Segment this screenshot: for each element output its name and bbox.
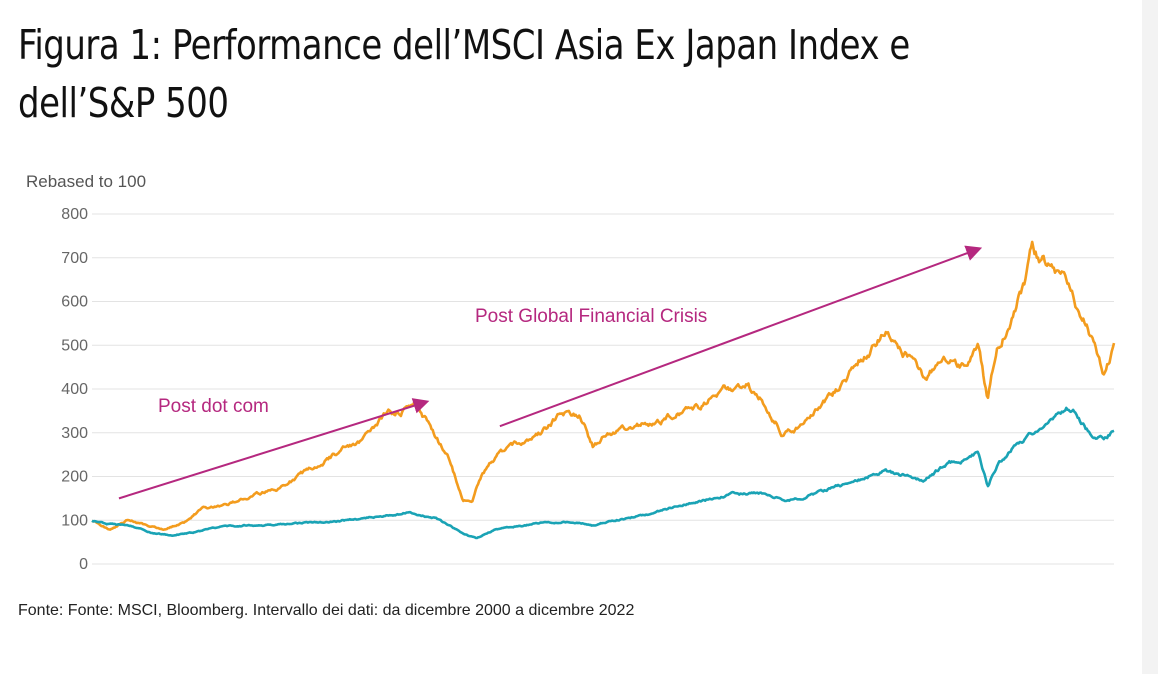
annotation-arrow-1 bbox=[118, 398, 430, 500]
annotation-label-2: Post Global Financial Crisis bbox=[475, 306, 707, 327]
y-tick-label: 500 bbox=[61, 337, 88, 354]
series-line-1 bbox=[91, 240, 1116, 532]
page-edge-strip bbox=[1142, 0, 1158, 674]
series-line-2 bbox=[91, 406, 1115, 540]
y-axis-label: Rebased to 100 bbox=[26, 172, 146, 191]
series-lines bbox=[91, 240, 1116, 540]
line-chart: Rebased to 100 800 700 600 500 400 300 200 100 0… bbox=[26, 172, 1116, 573]
y-tick-label: 800 bbox=[61, 206, 88, 223]
y-axis-ticks: 800 700 600 500 400 300 200 100 0 bbox=[61, 206, 88, 573]
y-tick-label: 100 bbox=[61, 512, 88, 529]
annotation-label-1: Post dot com bbox=[158, 396, 269, 417]
y-tick-label: 300 bbox=[61, 425, 88, 442]
y-tick-label: 600 bbox=[61, 294, 88, 311]
annotation-arrow-2 bbox=[499, 245, 983, 428]
y-tick-label: 0 bbox=[79, 556, 88, 573]
source-note: Fonte: Fonte: MSCI, Bloomberg. Intervall… bbox=[18, 602, 635, 619]
page-title: Figura 1: Performance dell’MSCI Asia Ex … bbox=[18, 21, 910, 127]
y-tick-label: 200 bbox=[61, 469, 88, 486]
annotations: Post dot com Post Global Financial Crisis bbox=[118, 245, 983, 500]
y-tick-label: 700 bbox=[61, 250, 88, 267]
y-tick-label: 400 bbox=[61, 381, 88, 398]
